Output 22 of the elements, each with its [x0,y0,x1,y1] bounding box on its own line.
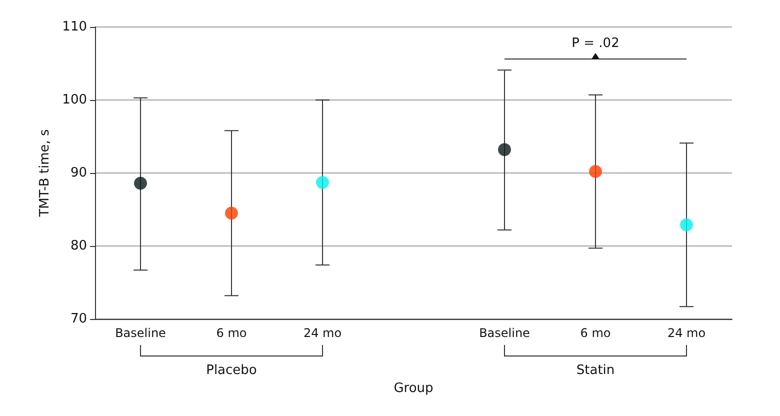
point [225,206,238,220]
x-axis-title: Group [394,381,434,396]
y-tick-label: 70 [70,312,87,326]
x-tick-label: 24 mo [303,326,342,340]
y-tick-label: 90 [70,166,87,180]
y-tick-label: 100 [62,92,87,108]
annotation: P = .02 [572,36,620,51]
y-tick-label: 80 [70,238,87,254]
x-tick-label: Baseline [115,326,166,340]
x-tick-label: 6 mo [580,326,611,340]
text: Placebo [206,363,257,378]
y-tick-label: 110 [62,20,87,34]
point [498,143,511,156]
x-tick-label: 24 mo [667,326,706,340]
point [589,165,602,178]
x-tick-label: 6 mo [216,326,247,340]
y-axis-title: TMT-B time, s [37,128,52,218]
text: Statin [576,363,615,378]
point [134,176,147,190]
point [680,218,693,232]
x-tick-label: Baseline [479,326,530,340]
point [316,176,329,189]
